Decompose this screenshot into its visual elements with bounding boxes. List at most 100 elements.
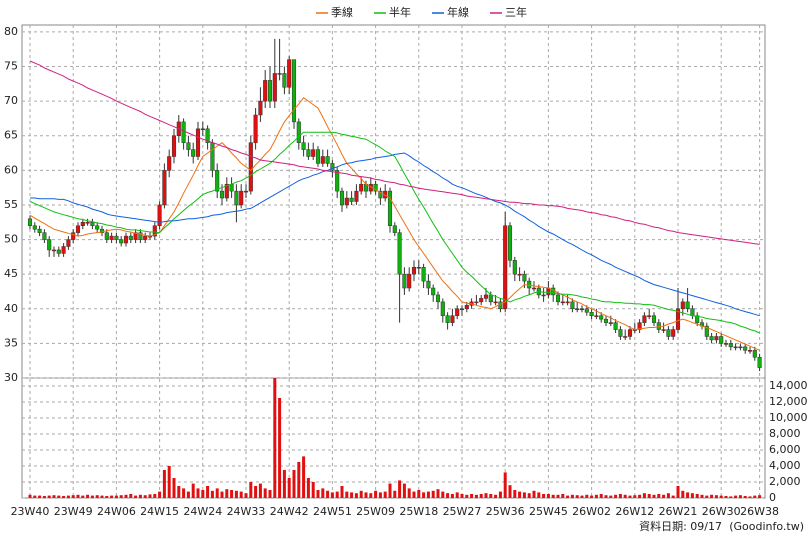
candle-body xyxy=(599,315,604,320)
volume-bar xyxy=(186,491,190,498)
volume-bar xyxy=(287,478,291,498)
volume-bar xyxy=(484,493,488,498)
volume-bar xyxy=(393,490,397,498)
candle-body xyxy=(344,197,349,206)
volume-tick-label: 12,000 xyxy=(769,395,808,408)
candle-body xyxy=(282,73,287,88)
candle-body xyxy=(114,235,119,240)
volume-bar xyxy=(479,494,483,498)
candle-body xyxy=(109,235,114,240)
volume-bar xyxy=(138,494,142,498)
volume-bar xyxy=(729,496,733,498)
candle-body xyxy=(651,315,657,323)
volume-bar xyxy=(532,490,536,498)
volume-bar xyxy=(580,495,584,498)
x-tick-label: 25W09 xyxy=(356,505,395,518)
candle-body xyxy=(128,235,133,240)
candle-body xyxy=(75,225,81,233)
y-tick-label: 50 xyxy=(4,233,18,246)
volume-bar xyxy=(196,488,200,498)
volume-bar xyxy=(239,491,243,498)
volume-bar xyxy=(220,491,224,498)
candle-body xyxy=(666,329,671,337)
candle-body xyxy=(354,190,359,202)
volume-bar xyxy=(527,493,531,498)
candle-body xyxy=(450,315,455,323)
volume-bar xyxy=(230,490,234,498)
volume-bar xyxy=(638,494,642,498)
candle-body xyxy=(613,322,618,330)
volume-bar xyxy=(647,494,651,498)
footnote: 資料日期: 09/17 xyxy=(639,519,722,533)
volume-bar xyxy=(522,492,526,498)
candle-body xyxy=(493,301,498,304)
volume-bar xyxy=(676,486,680,498)
x-tick-label: 23W49 xyxy=(54,505,93,518)
volume-bar xyxy=(465,494,469,498)
volume-bar xyxy=(594,494,598,498)
volume-bar xyxy=(609,495,613,498)
volume-bar xyxy=(297,462,301,498)
volume-bar xyxy=(407,488,411,498)
ma-line xyxy=(29,131,760,334)
volume-bar xyxy=(518,491,522,498)
candle-body xyxy=(675,308,681,330)
candle-body xyxy=(119,239,124,244)
volume-bar xyxy=(604,495,608,498)
volume-bar xyxy=(628,495,632,498)
candle-body xyxy=(416,267,421,269)
x-tick-label: 26W02 xyxy=(572,505,611,518)
candle-body xyxy=(541,294,546,297)
volume-bar xyxy=(326,490,330,498)
candle-body xyxy=(527,280,532,289)
volume-bar xyxy=(206,486,210,498)
volume-bar xyxy=(551,494,555,498)
y-tick-label: 55 xyxy=(4,198,18,211)
volume-bar xyxy=(561,494,565,498)
volume-bar xyxy=(215,488,219,498)
volume-bar xyxy=(114,495,118,498)
volume-bar xyxy=(201,490,205,498)
y-tick-label: 70 xyxy=(4,94,18,107)
volume-bar xyxy=(570,494,574,498)
candle-body xyxy=(623,336,628,338)
volume-bar xyxy=(105,496,109,498)
candle-body xyxy=(167,156,172,171)
volume-bar xyxy=(172,478,176,498)
candle-body xyxy=(618,329,623,337)
volume-bar xyxy=(38,495,42,498)
candle-body xyxy=(325,156,330,164)
candle-body xyxy=(714,336,719,341)
candle-body xyxy=(205,128,210,143)
candle-body xyxy=(709,336,714,341)
volume-bar xyxy=(426,491,430,498)
candle-body xyxy=(229,183,234,192)
candle-body xyxy=(685,301,690,310)
candle-body xyxy=(512,260,517,275)
candle-body xyxy=(61,246,66,254)
volume-tick-label: 6,000 xyxy=(769,443,801,456)
candle-body xyxy=(335,170,340,192)
volume-bar xyxy=(119,495,123,498)
candle-body xyxy=(757,356,762,368)
y-tick-label: 40 xyxy=(4,302,18,315)
volume-bar xyxy=(494,494,498,498)
volume-bar xyxy=(182,488,186,498)
volume-bar xyxy=(335,491,339,498)
volume-bar xyxy=(489,494,493,498)
volume-bar xyxy=(282,470,286,498)
candle-body xyxy=(349,197,354,202)
volume-bar xyxy=(498,491,502,498)
volume-bar xyxy=(436,489,440,498)
candle-body xyxy=(152,225,157,237)
volume-bar xyxy=(330,492,334,498)
candle-body xyxy=(440,301,445,316)
candle-body xyxy=(133,232,138,240)
y-tick-label: 35 xyxy=(4,336,18,349)
candle-body xyxy=(42,232,47,240)
volume-bar xyxy=(225,489,229,498)
volume-bar xyxy=(162,470,166,498)
volume-bar xyxy=(724,496,728,498)
x-tick-label: 25W27 xyxy=(443,505,482,518)
source: (Goodinfo.tw) xyxy=(729,520,804,533)
